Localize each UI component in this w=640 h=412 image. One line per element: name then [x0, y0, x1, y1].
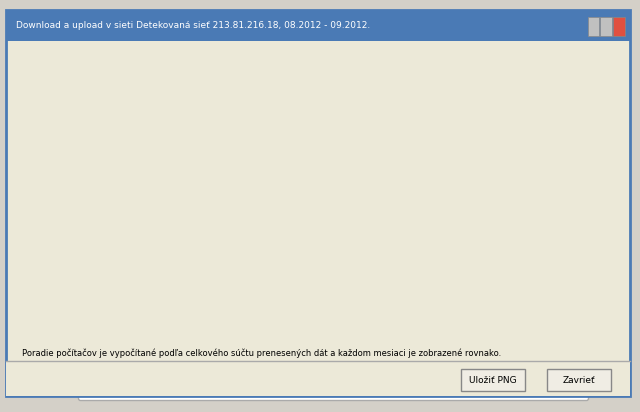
Text: Zavrieť: Zavrieť	[563, 376, 595, 385]
Text: Uložiť PNG: Uložiť PNG	[469, 376, 516, 385]
Text: Poradie počítačov je vypočítané podľa celkového súčtu prenesených dát a každom m: Poradie počítačov je vypočítané podľa ce…	[22, 349, 502, 358]
Text: NAWPC07
201.46 MB: NAWPC07 201.46 MB	[262, 265, 313, 284]
Legend: NAWPC107, NAWPC88, NAWPC07, NAWPC89, NAWPC59, NAWPC116: NAWPC107, NAWPC88, NAWPC07, NAWPC89, NAW…	[78, 382, 588, 400]
Text: NAWPC116
2.44 MB: NAWPC116 2.44 MB	[532, 307, 584, 326]
Bar	[351, 314, 405, 330]
Y-axis label: GByte: GByte	[6, 180, 19, 216]
Bar	[441, 323, 495, 330]
X-axis label: December 2012: December 2012	[285, 335, 380, 348]
Bar	[260, 286, 315, 330]
Text: NAWPC88
505.61 MB: NAWPC88 505.61 MB	[172, 199, 223, 218]
Bar	[80, 97, 134, 330]
Bar	[531, 329, 586, 330]
Text: NAWPC59
32.84 MB: NAWPC59 32.84 MB	[445, 300, 492, 320]
Text: NAWPC107
1.06 GB: NAWPC107 1.06 GB	[81, 75, 133, 94]
Text: NAWPC89
74.57 MB: NAWPC89 74.57 MB	[355, 292, 401, 311]
Title: Download a upload zvolených počítačov, 12.2012 - 12.2012.: Download a upload zvolených počítačov, 1…	[154, 48, 511, 61]
Bar	[170, 221, 225, 330]
Text: Download a upload v sieti Detekovaná sieť 213.81.216.18, 08.2012 - 09.2012.: Download a upload v sieti Detekovaná sie…	[16, 21, 371, 30]
